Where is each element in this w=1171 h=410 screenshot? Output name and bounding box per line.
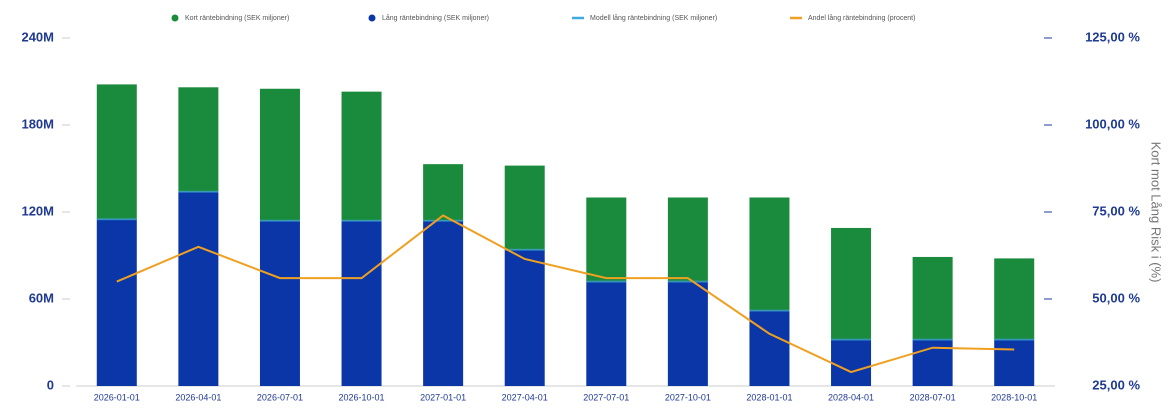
- x-tick-label: 2027-10-01: [665, 392, 711, 402]
- legend-swatch: [368, 14, 376, 22]
- y2-tick-label: 100,00 %: [1085, 116, 1140, 131]
- bar: [912, 339, 953, 386]
- y2-tick-label: 75,00 %: [1092, 203, 1140, 218]
- y2-tick-label: 125,00 %: [1085, 29, 1140, 44]
- y2-tick-label: 50,00 %: [1092, 290, 1140, 305]
- x-tick-label: 2026-07-01: [257, 392, 303, 402]
- bar: [994, 258, 1035, 340]
- bar: [504, 165, 545, 250]
- x-tick-label: 2028-04-01: [828, 392, 874, 402]
- bar: [586, 197, 627, 282]
- line-series: [116, 214, 1015, 374]
- y-tick-label: 180M: [21, 116, 54, 131]
- bar: [831, 339, 872, 386]
- bar: [178, 191, 219, 386]
- y-tick-label: 0: [47, 377, 54, 392]
- bar: [259, 88, 300, 221]
- x-tick-label: 2027-01-01: [420, 392, 466, 402]
- x-tick-label: 2027-07-01: [583, 392, 629, 402]
- y2-axis-label: Kort mot Lång Risk i (%): [1149, 142, 1164, 283]
- bar: [96, 84, 137, 220]
- bar: [341, 91, 382, 221]
- bar: [994, 339, 1035, 386]
- bar: [912, 256, 953, 340]
- x-tick-label: 2026-04-01: [175, 392, 221, 402]
- bar: [749, 310, 790, 386]
- bar: [423, 164, 464, 221]
- bar: [178, 87, 219, 192]
- y-tick-label: 120M: [21, 203, 54, 218]
- bar: [831, 227, 872, 340]
- x-tick-label: 2028-10-01: [991, 392, 1037, 402]
- bar: [96, 219, 137, 386]
- bar: [586, 281, 627, 386]
- x-tick-label: 2026-01-01: [94, 392, 140, 402]
- legend-label: Andel lång räntebindning (procent): [808, 14, 915, 22]
- y-tick-label: 240M: [21, 29, 54, 44]
- bar: [749, 197, 790, 311]
- y2-tick-label: 25,00 %: [1092, 377, 1140, 392]
- bar: [667, 197, 708, 282]
- x-tick-label: 2027-04-01: [502, 392, 548, 402]
- bar: [259, 220, 300, 386]
- bar: [667, 281, 708, 386]
- legend-label: Kort räntebindning (SEK miljoner): [185, 15, 289, 22]
- legend-label: Lång räntebindning (SEK miljoner): [382, 14, 489, 22]
- x-tick-label: 2026-10-01: [339, 392, 385, 402]
- bar: [341, 220, 382, 386]
- bar: [504, 249, 545, 386]
- bar: [423, 220, 464, 386]
- y-tick-label: 60M: [29, 290, 54, 305]
- legend-swatch: [171, 14, 179, 22]
- x-tick-label: 2028-07-01: [910, 392, 956, 402]
- legend-label: Modell lång räntebindning (SEK miljoner): [590, 14, 717, 22]
- x-tick-label: 2028-01-01: [746, 392, 792, 402]
